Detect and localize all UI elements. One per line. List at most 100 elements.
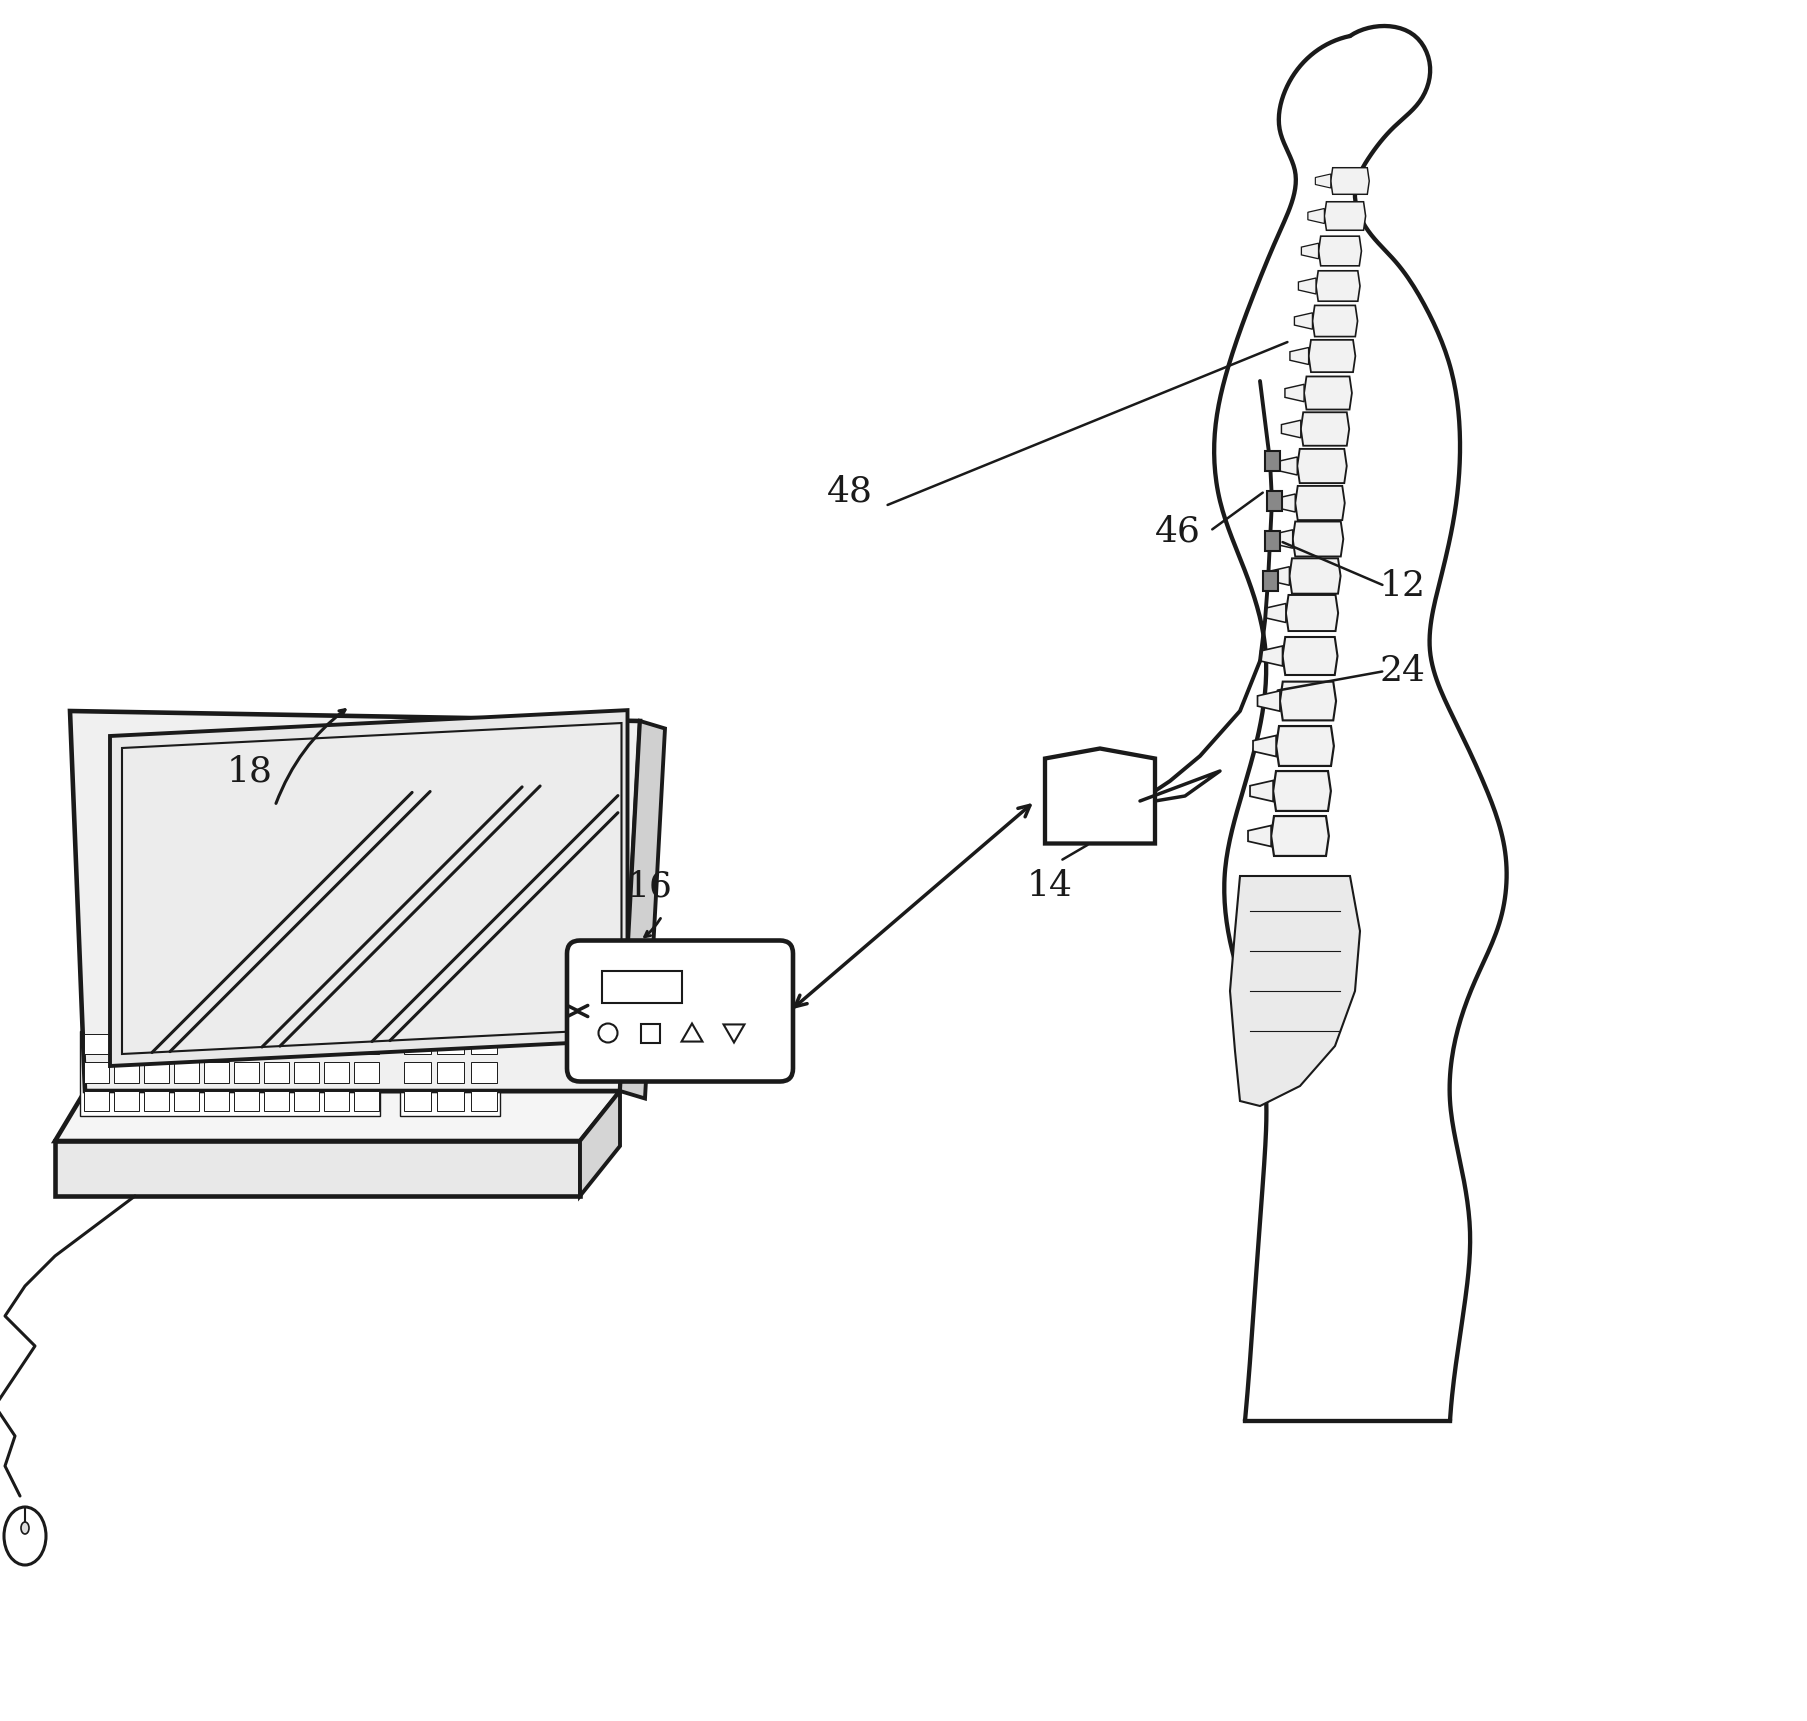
Polygon shape (1301, 243, 1319, 258)
Polygon shape (1296, 485, 1344, 520)
Polygon shape (1231, 876, 1361, 1107)
Polygon shape (1258, 690, 1279, 711)
Bar (83, 1062, 108, 1083)
Polygon shape (54, 1141, 580, 1196)
Bar (405, 1091, 430, 1112)
Bar (405, 1062, 430, 1083)
Bar (233, 1062, 258, 1083)
Polygon shape (1290, 348, 1308, 365)
Bar (470, 1062, 497, 1083)
Bar (114, 1034, 139, 1055)
Polygon shape (54, 1091, 620, 1141)
Bar (264, 1034, 289, 1055)
Bar (602, 971, 681, 1003)
Polygon shape (1285, 384, 1305, 401)
Text: 14: 14 (1026, 869, 1073, 904)
Bar (295, 1091, 318, 1112)
Bar (114, 1091, 139, 1112)
Bar (354, 1034, 379, 1055)
Polygon shape (1305, 377, 1352, 410)
Polygon shape (123, 723, 622, 1053)
Bar (1265, 532, 1279, 551)
Bar (145, 1034, 168, 1055)
Bar (1267, 490, 1281, 511)
Bar (1265, 451, 1279, 472)
Polygon shape (1249, 826, 1270, 847)
Bar (173, 1034, 199, 1055)
Bar (204, 1034, 229, 1055)
Polygon shape (723, 1024, 744, 1043)
Bar (204, 1091, 229, 1112)
Polygon shape (1274, 771, 1332, 811)
FancyBboxPatch shape (567, 940, 793, 1081)
Polygon shape (1276, 494, 1296, 513)
Polygon shape (1292, 521, 1343, 556)
Bar (83, 1034, 108, 1055)
Polygon shape (1297, 449, 1346, 484)
Polygon shape (1315, 174, 1330, 188)
Bar (323, 1034, 349, 1055)
Polygon shape (1044, 749, 1155, 843)
Bar (470, 1034, 497, 1055)
Polygon shape (1276, 726, 1334, 766)
Bar (173, 1091, 199, 1112)
Polygon shape (1290, 558, 1341, 594)
Polygon shape (1250, 781, 1274, 802)
Bar (1263, 571, 1278, 590)
Bar (470, 1091, 497, 1112)
Bar (437, 1091, 464, 1112)
Polygon shape (110, 711, 627, 1065)
Text: 46: 46 (1155, 515, 1202, 547)
Text: 48: 48 (828, 473, 873, 508)
Bar (145, 1091, 168, 1112)
Polygon shape (1265, 604, 1287, 623)
Polygon shape (1299, 279, 1315, 294)
Polygon shape (1272, 530, 1292, 549)
Polygon shape (580, 1091, 620, 1196)
Polygon shape (1308, 208, 1325, 224)
Bar (295, 1034, 318, 1055)
Polygon shape (1279, 682, 1335, 721)
Bar (233, 1034, 258, 1055)
Bar (264, 1062, 289, 1083)
Polygon shape (1319, 236, 1361, 265)
Polygon shape (1330, 167, 1370, 194)
Polygon shape (1283, 637, 1337, 675)
Polygon shape (1315, 270, 1361, 301)
Bar (145, 1062, 168, 1083)
Bar (80, 1031, 379, 1115)
Circle shape (598, 1024, 618, 1043)
Text: 16: 16 (627, 869, 672, 904)
Bar (83, 1091, 108, 1112)
Bar (323, 1091, 349, 1112)
Polygon shape (1287, 595, 1339, 632)
Text: 24: 24 (1381, 654, 1426, 688)
Bar (399, 1031, 501, 1115)
Polygon shape (1252, 735, 1276, 757)
Polygon shape (1325, 201, 1366, 231)
Polygon shape (1294, 313, 1312, 329)
Polygon shape (620, 721, 665, 1098)
Bar (114, 1062, 139, 1083)
Polygon shape (1269, 566, 1290, 585)
Bar (233, 1091, 258, 1112)
Bar (640, 1024, 660, 1043)
Polygon shape (1270, 816, 1328, 855)
Bar (437, 1062, 464, 1083)
Bar (354, 1091, 379, 1112)
Bar (405, 1034, 430, 1055)
Polygon shape (681, 1024, 703, 1041)
Text: 12: 12 (1381, 570, 1426, 602)
Bar (173, 1062, 199, 1083)
Polygon shape (1281, 420, 1301, 437)
Ellipse shape (4, 1508, 45, 1564)
Polygon shape (1261, 645, 1283, 666)
Polygon shape (1308, 339, 1355, 372)
Text: 18: 18 (228, 754, 273, 788)
Bar (204, 1062, 229, 1083)
Bar (437, 1034, 464, 1055)
Bar (323, 1062, 349, 1083)
Bar (295, 1062, 318, 1083)
Ellipse shape (22, 1521, 29, 1533)
Polygon shape (1301, 413, 1350, 446)
